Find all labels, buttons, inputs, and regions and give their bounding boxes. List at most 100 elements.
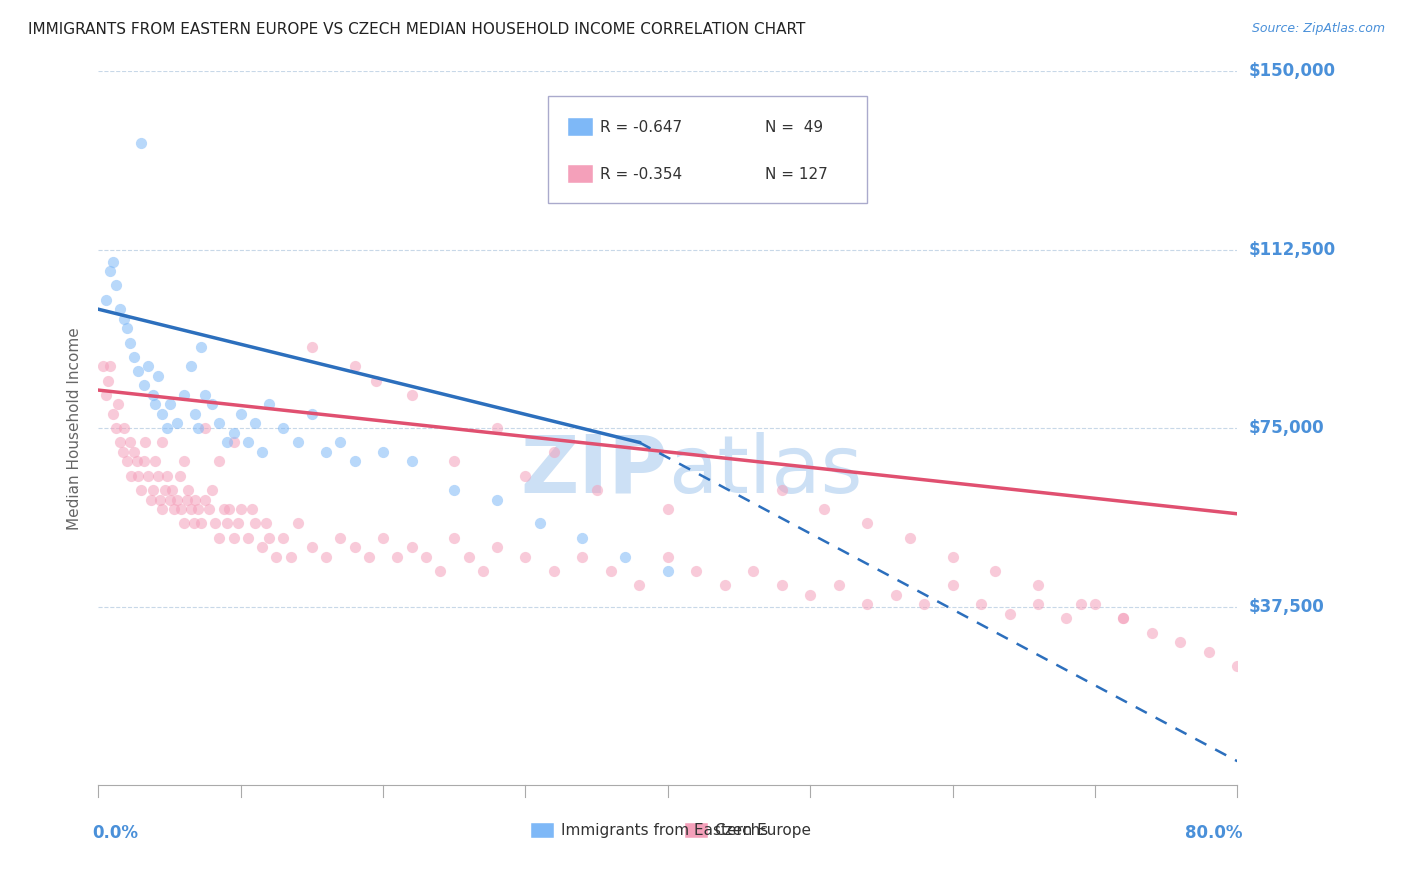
Point [287,516,309,531]
Point [111,445,134,459]
Point [984,564,1007,578]
Point [1084,597,1107,611]
Point [373,445,395,459]
Point [155,483,177,497]
Point [585,483,607,497]
Point [813,502,835,516]
Point [998,607,1021,621]
Point [173,516,195,531]
Point [136,468,159,483]
Point [107,397,129,411]
Text: $150,000: $150,000 [1249,62,1336,80]
Point [152,435,174,450]
Point [115,321,138,335]
Point [1026,578,1049,592]
Point [145,397,167,411]
Point [173,388,195,402]
Point [118,335,141,350]
Point [343,454,366,468]
Point [222,435,245,450]
Point [301,340,323,354]
Point [614,549,637,564]
Point [104,421,127,435]
Point [152,407,174,421]
Point [628,578,651,592]
Text: R = -0.647: R = -0.647 [599,120,682,135]
Point [315,445,337,459]
Text: $37,500: $37,500 [1249,598,1324,615]
Point [190,516,212,531]
Point [280,549,302,564]
Point [471,564,494,578]
Text: ZIP: ZIP [520,432,668,510]
Point [166,417,188,431]
Point [266,549,288,564]
Point [1170,635,1192,649]
Point [169,468,191,483]
Point [742,564,765,578]
Point [149,492,172,507]
Point [543,564,565,578]
Point [357,549,380,564]
Point [1070,597,1092,611]
Point [163,502,186,516]
Point [201,483,224,497]
Point [104,278,127,293]
Point [136,359,159,374]
Point [176,492,198,507]
Text: $112,500: $112,500 [1249,241,1336,259]
FancyBboxPatch shape [531,822,554,838]
Point [94,388,117,402]
Point [120,468,142,483]
Point [486,421,509,435]
Point [139,492,162,507]
Point [194,492,217,507]
Point [259,531,281,545]
Point [180,502,202,516]
Point [770,578,793,592]
Point [148,368,170,383]
Point [912,597,935,611]
Point [115,454,138,468]
Text: Czechs: Czechs [714,823,769,838]
Point [243,516,266,531]
Point [254,516,277,531]
Point [236,435,259,450]
Point [129,136,152,150]
FancyBboxPatch shape [548,96,868,203]
Point [1226,659,1249,673]
Point [571,549,593,564]
Point [129,483,152,497]
Point [98,264,121,278]
Point [145,454,167,468]
Point [657,502,679,516]
Point [1112,611,1135,625]
Point [229,407,252,421]
Point [250,540,273,554]
Point [856,516,879,531]
Point [170,502,193,516]
Point [127,468,149,483]
Point [543,445,565,459]
Point [329,435,352,450]
Point [156,468,179,483]
Point [486,492,509,507]
FancyBboxPatch shape [568,118,593,136]
Point [1140,625,1163,640]
Point [685,564,707,578]
Point [180,359,202,374]
Point [657,549,679,564]
Point [401,540,423,554]
Point [204,516,226,531]
Point [486,540,509,554]
Point [152,502,174,516]
Text: Immigrants from Eastern Europe: Immigrants from Eastern Europe [561,823,811,838]
Point [443,454,465,468]
Point [1198,645,1220,659]
Point [529,516,551,531]
Point [343,359,366,374]
Point [856,597,879,611]
Point [443,483,465,497]
Text: 0.0%: 0.0% [93,824,139,842]
Point [429,564,451,578]
